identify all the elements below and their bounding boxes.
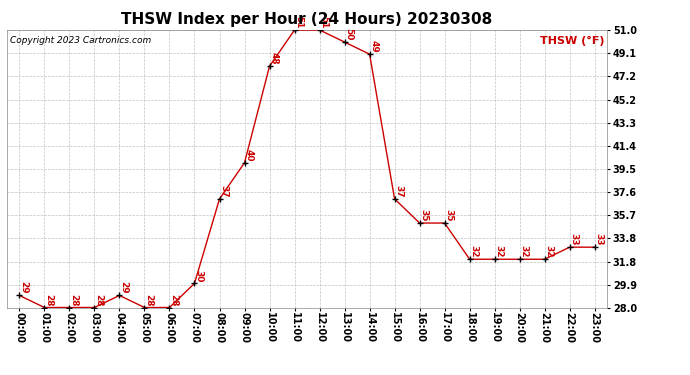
Text: 37: 37 xyxy=(394,185,403,198)
Text: Copyright 2023 Cartronics.com: Copyright 2023 Cartronics.com xyxy=(10,36,151,45)
Text: 51: 51 xyxy=(319,16,328,28)
Text: 28: 28 xyxy=(94,294,103,306)
Text: THSW (°F): THSW (°F) xyxy=(540,36,604,46)
Text: 29: 29 xyxy=(19,281,28,294)
Text: 32: 32 xyxy=(469,245,478,258)
Text: 51: 51 xyxy=(294,16,303,28)
Text: 28: 28 xyxy=(69,294,78,306)
Text: 40: 40 xyxy=(244,149,253,161)
Text: 29: 29 xyxy=(119,281,128,294)
Text: 35: 35 xyxy=(444,209,453,222)
Text: 48: 48 xyxy=(269,52,278,65)
Text: 35: 35 xyxy=(420,209,428,222)
Text: 37: 37 xyxy=(219,185,228,198)
Text: 32: 32 xyxy=(494,245,503,258)
Text: 33: 33 xyxy=(594,233,603,246)
Title: THSW Index per Hour (24 Hours) 20230308: THSW Index per Hour (24 Hours) 20230308 xyxy=(121,12,493,27)
Text: 32: 32 xyxy=(544,245,553,258)
Text: 50: 50 xyxy=(344,28,353,40)
Text: 32: 32 xyxy=(520,245,529,258)
Text: 49: 49 xyxy=(369,40,378,53)
Text: 30: 30 xyxy=(194,270,203,282)
Text: 28: 28 xyxy=(144,294,153,306)
Text: 33: 33 xyxy=(569,233,578,246)
Text: 28: 28 xyxy=(169,294,178,306)
Text: 28: 28 xyxy=(44,294,53,306)
